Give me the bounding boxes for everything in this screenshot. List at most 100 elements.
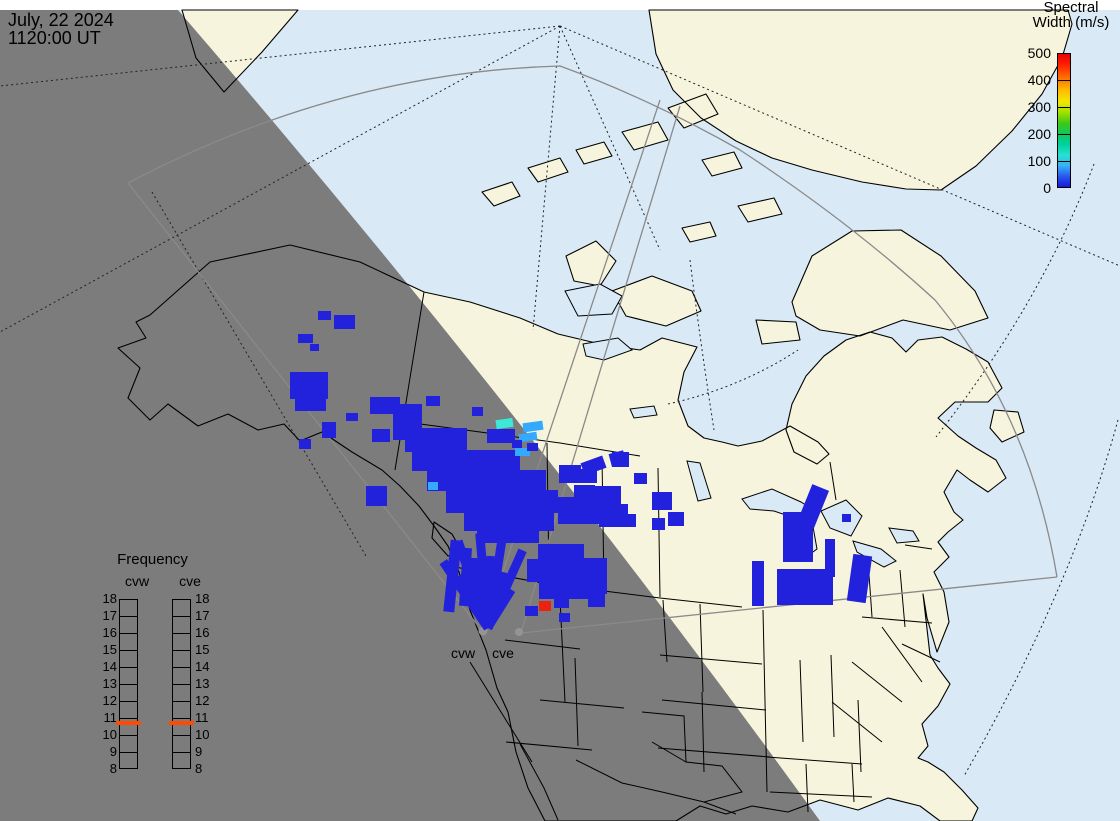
data-patch [559, 465, 581, 483]
frequency-scale-label: 14 [195, 659, 210, 674]
data-patch [298, 334, 313, 343]
frequency-cell [173, 617, 190, 634]
map-label-cve: cve [492, 645, 514, 661]
colorbar-tick-label: 0 [1043, 180, 1051, 196]
data-patch [752, 561, 764, 606]
frequency-scale-label: 8 [109, 761, 117, 776]
colorbar-tick-label: 400 [1027, 72, 1051, 88]
data-patch [426, 396, 440, 406]
frequency-scale-label: 18 [195, 591, 210, 606]
spectral-width-data-layer [290, 311, 873, 631]
data-patch [846, 553, 873, 604]
frequency-cell [173, 719, 190, 736]
frequency-cell [173, 685, 190, 702]
frequency-column-label-cvw: cvw [124, 573, 150, 589]
data-patch [584, 558, 607, 594]
frequency-scale-label: 10 [102, 727, 117, 742]
data-patch [427, 470, 546, 491]
frequency-scale-label: 17 [195, 608, 210, 623]
data-patch [290, 372, 328, 399]
data-patch [512, 440, 522, 448]
frequency-bar-cvw [119, 599, 138, 769]
frequency-cell [120, 617, 137, 634]
frequency-scale-label: 15 [195, 642, 210, 657]
data-patch [518, 431, 538, 443]
colorbar-title: Spectral Width (m/s) [1032, 0, 1110, 31]
frequency-scale-label: 8 [195, 761, 203, 776]
frequency-cell [120, 634, 137, 651]
data-patch [652, 518, 665, 530]
date-text: July, 22 2024 [8, 10, 114, 30]
frequency-scale-label: 12 [102, 693, 117, 708]
data-patch [668, 512, 684, 526]
graticule-layer [0, 25, 1120, 777]
frequency-cell [120, 651, 137, 668]
data-patch [539, 601, 551, 611]
lake-winnipeg [686, 460, 712, 502]
frequency-marker-cve [169, 721, 194, 726]
frequency-scale-label: 9 [195, 744, 203, 759]
frequency-marker-cvw [116, 721, 141, 726]
data-patch [295, 396, 326, 411]
data-patch [318, 311, 331, 320]
frequency-scale-label: 13 [195, 676, 210, 691]
colorbar-tick [1058, 80, 1070, 81]
data-patch [372, 429, 390, 442]
colorbar-tick [1058, 107, 1070, 108]
colorbar-tick-label: 200 [1027, 126, 1051, 142]
frequency-scale-label: 17 [102, 608, 117, 623]
great-slave-lake [582, 337, 633, 361]
data-patch [842, 514, 851, 522]
data-streak [483, 548, 527, 630]
data-patch [777, 569, 833, 605]
frequency-bar-cve [172, 599, 191, 769]
frequency-cell [120, 736, 137, 753]
data-patch [322, 422, 336, 438]
data-patch [554, 597, 569, 608]
frequency-cell [120, 753, 137, 770]
data-streak [483, 528, 509, 629]
frequency-cell [173, 600, 190, 617]
data-patch [412, 450, 520, 471]
colorbar-tick [1058, 161, 1070, 162]
colorbar-tick-label: 500 [1027, 45, 1051, 61]
data-patch [346, 413, 358, 421]
data-patch [495, 417, 514, 430]
map-label-cvw: cvw [451, 645, 476, 661]
frequency-legend-title: Frequency [117, 551, 188, 568]
data-patch [477, 530, 539, 543]
data-patch [472, 407, 483, 416]
radar-dot-cve [515, 628, 523, 636]
frequency-cell [120, 685, 137, 702]
time-text: 1120:00 UT [8, 28, 101, 48]
frequency-cell [173, 702, 190, 719]
frequency-cell [173, 668, 190, 685]
frequency-scale-label: 14 [102, 659, 117, 674]
data-patch [310, 344, 319, 351]
data-patch [634, 473, 647, 484]
frequency-scale-label: 9 [109, 744, 117, 759]
data-patch [428, 482, 438, 490]
data-patch [599, 504, 628, 527]
lake-huron [820, 499, 863, 537]
data-patch [522, 420, 544, 433]
frequency-cell [120, 702, 137, 719]
lake-ontario [888, 527, 920, 544]
data-patch [446, 490, 558, 513]
datetime-stamp: July, 22 2024 1120:00 UT [8, 11, 114, 47]
data-patch [334, 315, 355, 329]
data-patch [502, 429, 514, 440]
data-patch [515, 448, 530, 456]
frequency-scale-label: 11 [103, 710, 118, 725]
lake-athabasca [629, 405, 658, 419]
frequency-cell [120, 668, 137, 685]
frequency-cell [173, 651, 190, 668]
data-patch [525, 606, 538, 616]
data-patch [370, 397, 400, 414]
data-patch [464, 512, 554, 531]
frequency-scale-label: 11 [195, 710, 209, 725]
data-patch [558, 497, 604, 524]
data-patch [579, 469, 597, 483]
frequency-legend: Frequency cvw cve 18 18 17 17 16 16 15 15 14 14 13… [95, 551, 220, 786]
